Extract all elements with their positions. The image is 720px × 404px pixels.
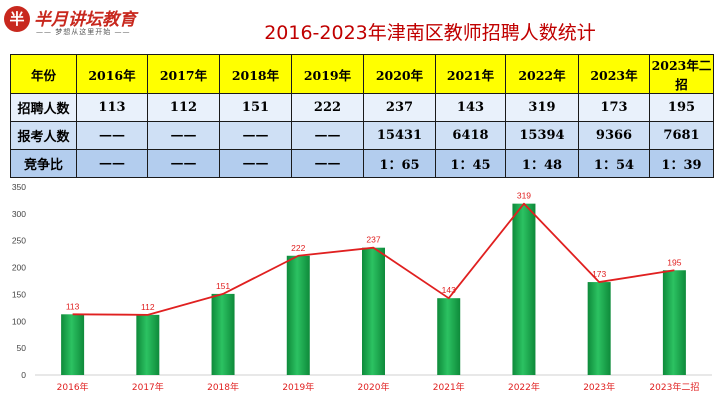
- bar: [286, 255, 310, 375]
- y-tick-label: 150: [12, 289, 26, 299]
- table-cell: 237: [363, 93, 436, 122]
- table-header-cell: 2020年: [363, 54, 436, 94]
- table-cell: 222: [291, 93, 364, 122]
- x-tick-label: 2017年: [132, 381, 164, 393]
- table-cell: ——: [76, 149, 148, 178]
- table-header-cell: 2018年: [219, 54, 292, 94]
- table-cell: 15431: [363, 121, 436, 150]
- table-header-cell: 年份: [10, 54, 77, 94]
- table-header-cell: 2019年: [291, 54, 364, 94]
- table-row-ratio: 竞争比 —— —— —— —— 1：65 1：45 1：48 1：54 1：39: [10, 149, 714, 178]
- x-tick-label: 2019年: [282, 381, 314, 393]
- x-tick-label: 2016年: [57, 381, 89, 393]
- data-label: 319: [517, 191, 531, 201]
- table-cell: 1：48: [505, 149, 579, 178]
- table-cell: 113: [76, 93, 148, 122]
- table-cell: 173: [578, 93, 650, 122]
- table-cell: 143: [435, 93, 506, 122]
- table-header-cell: 2022年: [505, 54, 579, 94]
- table-header-cell: 2023年: [578, 54, 650, 94]
- table-cell: 1：65: [363, 149, 436, 178]
- stats-table: 年份 2016年 2017年 2018年 2019年 2020年 2021年 2…: [10, 54, 714, 178]
- table-header-cell: 2016年: [76, 54, 148, 94]
- table-header-cell: 2021年: [435, 54, 506, 94]
- table-cell: 9366: [578, 121, 650, 150]
- table-cell: 15394: [505, 121, 579, 150]
- chart-area: 0 50 100 150 200 250 300 350 113 112 151 222 237 143 3…: [0, 176, 720, 404]
- x-tick-label: 2022年: [508, 381, 540, 393]
- page-title: 2016-2023年津南区教师招聘人数统计: [264, 22, 596, 44]
- x-tick-label: 2023年: [583, 381, 615, 393]
- x-tick-label: 2021年: [433, 381, 465, 393]
- table-cell: 112: [147, 93, 220, 122]
- table-cell: 1：45: [435, 149, 506, 178]
- y-tick-label: 350: [12, 182, 26, 192]
- bar: [512, 203, 536, 375]
- table-cell: ——: [147, 149, 220, 178]
- data-label: 195: [667, 257, 681, 267]
- data-label: 143: [442, 285, 456, 295]
- data-label: 112: [141, 302, 155, 312]
- y-tick-label: 50: [17, 343, 27, 353]
- table-cell: ——: [219, 149, 292, 178]
- brand-slogan: —— 梦想从这里开始 ——: [36, 28, 131, 36]
- bar: [437, 298, 461, 375]
- bar: [211, 293, 235, 375]
- row-label: 招聘人数: [10, 93, 77, 122]
- data-label: 222: [291, 243, 305, 253]
- bar: [362, 247, 385, 375]
- table-cell: 319: [505, 93, 579, 122]
- bar: [61, 314, 85, 375]
- brand-name: 半月讲坛教育: [34, 10, 136, 30]
- brand-logo: 半 半月讲坛教育 —— 梦想从这里开始 ——: [4, 4, 154, 44]
- table-cell: 6418: [435, 121, 506, 150]
- row-label: 竞争比: [10, 149, 77, 178]
- bar: [587, 282, 611, 375]
- y-tick-label: 300: [12, 209, 26, 219]
- table-cell: 1：39: [649, 149, 714, 178]
- series-line: [72, 202, 675, 316]
- table-cell: ——: [291, 121, 364, 150]
- table-cell: 151: [219, 93, 292, 122]
- top-bar: 半 半月讲坛教育 —— 梦想从这里开始 —— 2016-2023年津南区教师招聘…: [0, 0, 720, 52]
- table-header-cell: 2017年: [147, 54, 220, 94]
- table-header-cell: 2023年二招: [649, 54, 714, 94]
- data-label: 151: [216, 281, 230, 291]
- table-cell: ——: [291, 149, 364, 178]
- table-cell: ——: [76, 121, 148, 150]
- data-label: 173: [592, 269, 606, 279]
- x-tick-label: 2018年: [207, 381, 239, 393]
- bar: [136, 314, 160, 375]
- table-row-recruits: 招聘人数 113 112 151 222 237 143 319 173 195: [10, 93, 714, 122]
- recruitment-chart: 0 50 100 150 200 250 300 350 113 112 151 222 237 143 3…: [12, 182, 712, 393]
- logo-mark-icon: 半: [4, 6, 30, 32]
- table-cell: 195: [649, 93, 714, 122]
- y-tick-label: 0: [21, 370, 26, 380]
- bar: [662, 270, 686, 375]
- row-label: 报考人数: [10, 121, 77, 150]
- table-cell: 1：54: [578, 149, 650, 178]
- data-label: 237: [366, 235, 380, 245]
- y-tick-label: 250: [12, 236, 26, 246]
- y-tick-label: 200: [12, 263, 26, 273]
- x-tick-label: 2020年: [358, 381, 390, 393]
- table-header-row: 年份 2016年 2017年 2018年 2019年 2020年 2021年 2…: [10, 54, 714, 94]
- data-label: 113: [66, 301, 80, 311]
- x-tick-label: 2023年二招: [649, 381, 699, 393]
- table-cell: ——: [219, 121, 292, 150]
- table-cell: 7681: [649, 121, 714, 150]
- table-row-applicants: 报考人数 —— —— —— —— 15431 6418 15394 9366 7…: [10, 121, 714, 150]
- table-cell: ——: [147, 121, 220, 150]
- y-tick-label: 100: [12, 316, 26, 326]
